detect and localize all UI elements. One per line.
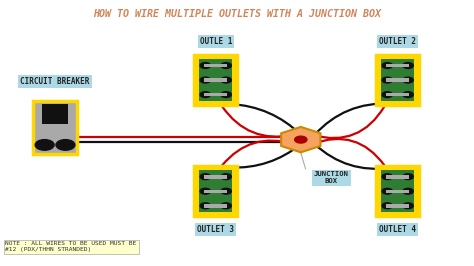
Circle shape bbox=[200, 77, 210, 83]
Bar bbox=[204, 175, 227, 178]
Text: OUTLET 4: OUTLET 4 bbox=[379, 225, 416, 234]
Circle shape bbox=[200, 174, 210, 180]
Circle shape bbox=[56, 140, 75, 150]
Circle shape bbox=[221, 63, 231, 68]
Bar bbox=[386, 78, 409, 82]
Circle shape bbox=[200, 203, 210, 209]
Text: OUTLET 3: OUTLET 3 bbox=[197, 225, 234, 234]
Bar bbox=[204, 190, 227, 193]
Circle shape bbox=[221, 203, 231, 209]
Bar bbox=[204, 204, 227, 208]
Bar bbox=[386, 190, 409, 193]
Text: CIRCUIT BREAKER: CIRCUIT BREAKER bbox=[20, 77, 90, 86]
FancyBboxPatch shape bbox=[199, 170, 232, 212]
Circle shape bbox=[35, 140, 54, 150]
Bar bbox=[386, 204, 409, 208]
Bar bbox=[204, 93, 227, 97]
Circle shape bbox=[382, 77, 392, 83]
Text: OUTLE 1: OUTLE 1 bbox=[200, 37, 232, 46]
Circle shape bbox=[403, 92, 413, 98]
Text: OUTLET 2: OUTLET 2 bbox=[379, 37, 416, 46]
Circle shape bbox=[382, 188, 392, 194]
Bar bbox=[204, 78, 227, 82]
Circle shape bbox=[382, 174, 392, 180]
Circle shape bbox=[403, 174, 413, 180]
Polygon shape bbox=[281, 127, 320, 152]
FancyBboxPatch shape bbox=[381, 170, 414, 212]
Text: JUNCTION
BOX: JUNCTION BOX bbox=[314, 172, 349, 185]
FancyBboxPatch shape bbox=[194, 55, 237, 105]
Bar bbox=[204, 64, 227, 67]
Text: HOW TO WIRE MULTIPLE OUTLETS WITH A JUNCTION BOX: HOW TO WIRE MULTIPLE OUTLETS WITH A JUNC… bbox=[93, 9, 381, 19]
Bar bbox=[386, 64, 409, 67]
Circle shape bbox=[221, 92, 231, 98]
Circle shape bbox=[200, 92, 210, 98]
Circle shape bbox=[403, 188, 413, 194]
Circle shape bbox=[295, 136, 307, 143]
Circle shape bbox=[200, 63, 210, 68]
Circle shape bbox=[221, 188, 231, 194]
FancyBboxPatch shape bbox=[194, 166, 237, 216]
Circle shape bbox=[382, 92, 392, 98]
Bar bbox=[386, 175, 409, 178]
FancyBboxPatch shape bbox=[376, 166, 419, 216]
Circle shape bbox=[221, 174, 231, 180]
FancyBboxPatch shape bbox=[42, 104, 68, 124]
FancyBboxPatch shape bbox=[376, 55, 419, 105]
Circle shape bbox=[382, 203, 392, 209]
Circle shape bbox=[382, 63, 392, 68]
FancyBboxPatch shape bbox=[33, 101, 77, 154]
Circle shape bbox=[403, 63, 413, 68]
Bar bbox=[386, 93, 409, 97]
Circle shape bbox=[403, 203, 413, 209]
Circle shape bbox=[221, 77, 231, 83]
FancyBboxPatch shape bbox=[381, 59, 414, 101]
Text: NOTE : ALL WIRES TO BE USED MUST BE
#12 (PDX/THHN STRANDED): NOTE : ALL WIRES TO BE USED MUST BE #12 … bbox=[5, 241, 137, 252]
Circle shape bbox=[403, 77, 413, 83]
FancyBboxPatch shape bbox=[199, 59, 232, 101]
Circle shape bbox=[200, 188, 210, 194]
